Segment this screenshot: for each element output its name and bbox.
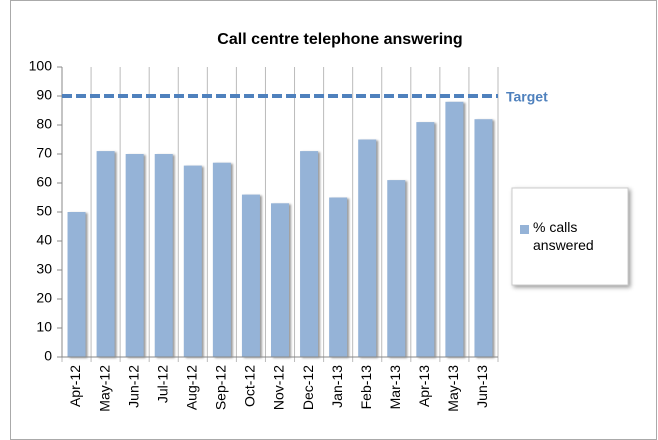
bar <box>67 212 86 357</box>
x-tick-label: Oct-12 <box>242 365 258 407</box>
target-label: Target <box>506 89 548 105</box>
x-tick-label: Feb-13 <box>358 365 374 410</box>
x-tick-label: Aug-12 <box>184 365 200 410</box>
x-tick-label: Apr-12 <box>67 365 83 407</box>
x-tick-label: Sep-12 <box>213 365 229 410</box>
legend-swatch <box>520 225 529 234</box>
x-tick-label: Jun-12 <box>125 365 141 408</box>
bar <box>154 154 173 357</box>
x-tick-label: Mar-13 <box>387 365 403 410</box>
x-tick-label: Jun-13 <box>474 365 490 408</box>
y-tick-label: 40 <box>36 232 52 248</box>
bar <box>300 151 319 357</box>
bar <box>445 101 464 357</box>
y-tick-label: 80 <box>36 116 52 132</box>
x-tick-label: Nov-12 <box>271 365 287 410</box>
bar <box>387 180 406 357</box>
x-tick-label: Jan-13 <box>329 365 345 408</box>
y-tick-label: 20 <box>36 290 52 306</box>
y-tick-label: 70 <box>36 145 52 161</box>
x-tick-label: Jul-12 <box>154 365 170 403</box>
y-tick-label: 60 <box>36 174 52 190</box>
bar <box>212 162 231 357</box>
x-tick-label: Dec-12 <box>300 365 316 410</box>
bar <box>241 194 260 357</box>
y-tick-label: 90 <box>36 87 52 103</box>
legend-label: % calls answered <box>533 219 594 253</box>
x-tick-label: Apr-13 <box>416 365 432 407</box>
bar <box>329 197 348 357</box>
x-tick-label: May-13 <box>445 365 461 412</box>
y-tick-label: 50 <box>36 203 52 219</box>
y-tick-label: 30 <box>36 261 52 277</box>
bar <box>183 165 202 357</box>
chart-title: Call centre telephone answering <box>217 31 462 48</box>
y-tick-label: 0 <box>44 348 52 364</box>
bar <box>474 119 493 357</box>
bar <box>96 151 115 357</box>
bar <box>125 154 144 357</box>
y-tick-label: 10 <box>36 319 52 335</box>
bar <box>271 203 289 357</box>
bar <box>416 122 435 357</box>
x-tick-label: May-12 <box>96 365 112 412</box>
y-tick-label: 100 <box>29 58 53 74</box>
bar <box>358 139 377 357</box>
legend-box <box>511 187 629 286</box>
